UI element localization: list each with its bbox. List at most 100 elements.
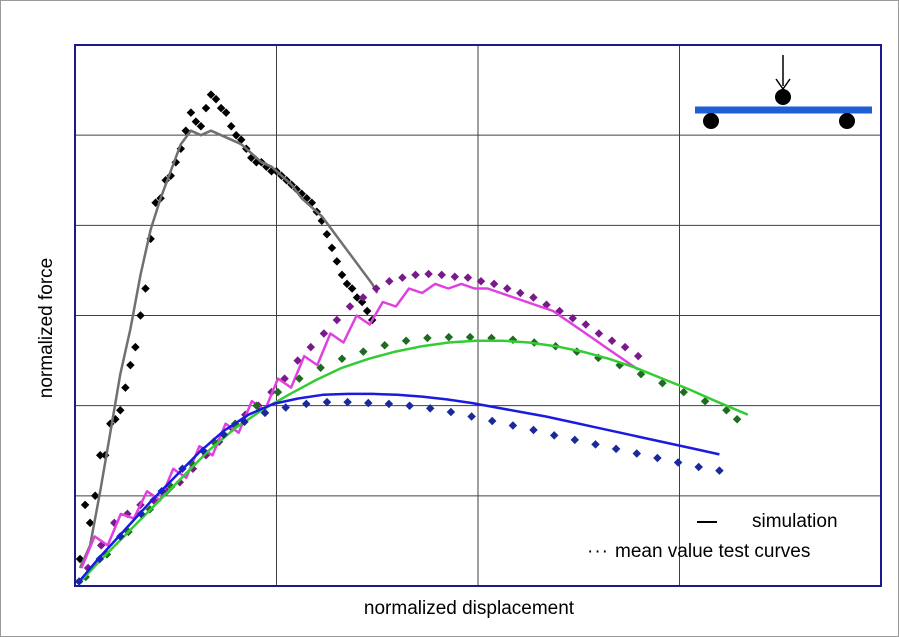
- data-marker: [95, 451, 105, 460]
- data-marker: [216, 103, 226, 113]
- series-line-blue-sim: [78, 392, 720, 583]
- data-marker: [508, 421, 518, 430]
- data-marker: [715, 466, 724, 475]
- data-marker: [136, 311, 145, 320]
- data-marker: [126, 360, 135, 370]
- data-marker: [463, 273, 473, 282]
- data-marker: [581, 320, 591, 329]
- plot-area-frame: [74, 44, 882, 587]
- x-axis-label: normalized displacement: [364, 598, 575, 619]
- data-marker: [196, 121, 206, 131]
- data-marker: [722, 405, 731, 415]
- data-marker: [231, 130, 241, 140]
- data-marker: [273, 387, 283, 397]
- data-marker: [489, 279, 499, 289]
- series-magenta-sim: [80, 282, 639, 569]
- series-green-sim: [79, 339, 749, 583]
- data-marker: [476, 276, 486, 286]
- data-marker: [201, 103, 211, 113]
- bending-support-left: [703, 113, 719, 129]
- data-marker: [673, 458, 683, 467]
- series-line-gray-sim: [78, 129, 379, 569]
- data-marker: [90, 491, 100, 501]
- data-marker: [281, 403, 290, 412]
- data-marker: [620, 342, 630, 352]
- data-marker: [347, 284, 357, 293]
- data-marker: [401, 336, 411, 345]
- data-marker: [345, 302, 355, 311]
- data-marker: [191, 117, 201, 126]
- data-marker: [358, 293, 368, 302]
- data-marker: [570, 435, 580, 445]
- legend-mean-value-label: mean value test curves: [615, 541, 810, 562]
- data-marker: [437, 270, 446, 280]
- data-marker: [322, 397, 332, 407]
- data-marker: [352, 293, 362, 302]
- data-marker: [516, 288, 525, 298]
- data-marker: [700, 396, 710, 406]
- data-marker: [252, 401, 261, 410]
- data-marker: [80, 500, 90, 510]
- data-marker: [306, 342, 316, 352]
- series-blue-sim: [78, 392, 720, 583]
- data-marker: [221, 108, 231, 117]
- data-marker: [316, 363, 325, 373]
- data-marker: [425, 404, 435, 413]
- data-marker: [343, 397, 352, 407]
- data-marker: [529, 293, 538, 302]
- data-marker: [211, 94, 221, 104]
- data-marker: [385, 276, 394, 286]
- data-marker: [332, 315, 342, 325]
- data-marker: [337, 354, 347, 364]
- legend: simulation ··· mean value test curves: [587, 511, 838, 562]
- data-marker: [679, 387, 688, 397]
- data-marker: [405, 401, 414, 410]
- data-marker: [502, 284, 512, 293]
- legend-dotted-line-icon: ···: [587, 541, 609, 562]
- data-marker: [529, 425, 538, 435]
- grid: [75, 45, 881, 586]
- data-marker: [594, 329, 604, 338]
- data-marker: [568, 313, 577, 323]
- data-marker: [342, 279, 352, 289]
- data-marker: [444, 332, 454, 342]
- data-marker: [467, 412, 476, 421]
- data-marker: [424, 269, 433, 279]
- data-marker: [175, 478, 185, 487]
- data-marker: [332, 257, 342, 266]
- data-marker: [327, 243, 337, 253]
- data-marker: [380, 341, 389, 350]
- series-gray-sim: [78, 129, 379, 569]
- data-marker: [371, 284, 381, 293]
- data-marker: [364, 398, 373, 408]
- data-marker: [632, 449, 642, 458]
- data-marker: [450, 272, 460, 281]
- data-marker: [319, 329, 329, 338]
- bending-load-point: [775, 89, 791, 105]
- data-marker: [658, 378, 667, 388]
- data-marker: [131, 342, 140, 352]
- data-marker: [607, 336, 617, 345]
- data-marker: [465, 332, 475, 342]
- bending-support-right: [839, 113, 855, 129]
- data-marker: [260, 408, 270, 418]
- series-line-green-sim: [79, 339, 749, 583]
- data-marker: [633, 351, 643, 361]
- data-marker: [362, 306, 372, 316]
- data-marker: [302, 399, 311, 409]
- data-marker: [611, 444, 621, 454]
- y-axis-label: normalized force: [36, 258, 57, 398]
- series-line-magenta-sim: [80, 282, 639, 569]
- data-marker: [116, 405, 125, 415]
- load-arrow-head-icon: [775, 78, 791, 91]
- data-marker: [236, 135, 246, 144]
- data-marker: [446, 407, 456, 417]
- data-marker: [322, 230, 332, 239]
- data-marker: [293, 356, 302, 365]
- series-black-test: [75, 90, 377, 564]
- data-marker: [141, 284, 150, 293]
- data-marker: [384, 399, 394, 409]
- data-marker: [411, 270, 420, 280]
- data-marker: [295, 374, 304, 383]
